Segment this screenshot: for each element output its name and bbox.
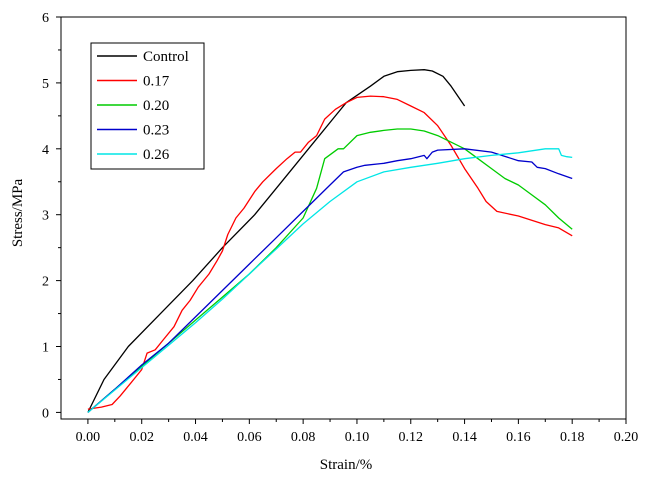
y-tick-label: 6 [42,11,49,26]
y-tick-label: 4 [42,143,49,158]
legend-box [90,42,205,170]
y-tick-label: 0 [42,406,49,421]
series-line-0-17 [87,95,573,410]
x-tick-label: 0.14 [452,430,477,445]
y-axis-label: Stress/MPa [10,178,26,247]
x-axis-label: Strain/% [320,457,373,473]
x-tick-label: 0.20 [614,430,639,445]
x-tick-label: 0.02 [129,430,154,445]
x-tick-label: 0.08 [291,430,316,445]
series-line-0-26 [87,148,573,413]
series-line-control [87,69,466,413]
legend-label: Control [143,49,189,65]
x-tick-label: 0.12 [399,430,424,445]
x-tick-label: 0.06 [237,430,262,445]
x-tick-label: 0.10 [345,430,370,445]
x-tick-label: 0.00 [76,430,101,445]
series-line-0-20 [87,128,573,413]
legend-label: 0.26 [143,147,170,163]
series-line-0-23 [87,148,573,413]
plot-area-frame [60,16,627,420]
x-tick-label: 0.04 [183,430,208,445]
legend-label: 0.17 [143,74,170,90]
y-tick-label: 1 [42,341,49,356]
y-tick-label: 5 [42,77,49,92]
x-tick-label: 0.16 [506,430,531,445]
legend-label: 0.20 [143,98,169,114]
y-tick-label: 3 [42,209,49,224]
legend-label: 0.23 [143,123,169,139]
x-tick-label: 0.18 [560,430,585,445]
y-tick-label: 2 [42,275,49,290]
